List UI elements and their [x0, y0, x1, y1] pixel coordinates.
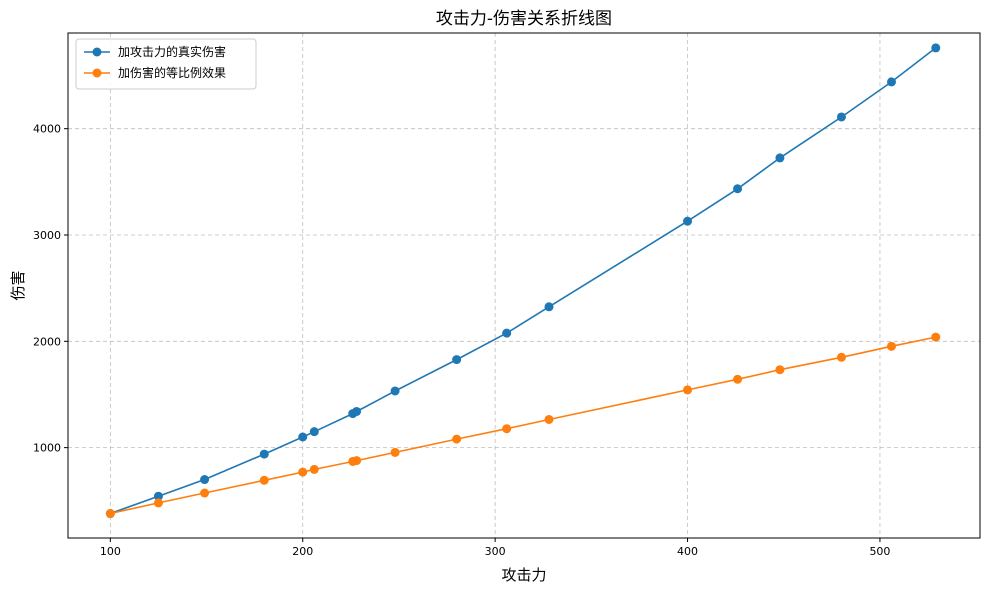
series-1-point	[259, 449, 269, 459]
series-1-point	[886, 77, 896, 87]
y-axis: 1000 2000 3000 4000	[33, 123, 68, 455]
x-tick-label: 400	[677, 545, 698, 558]
series-1-point	[775, 153, 785, 163]
legend-box	[75, 38, 257, 90]
series-1-point	[153, 491, 163, 501]
series-line-2	[110, 336, 936, 515]
x-tick-label: 200	[292, 545, 313, 558]
x-tick-label: 300	[485, 545, 506, 558]
series-2-point	[153, 498, 163, 508]
series-1-point	[836, 112, 846, 122]
grid	[68, 33, 980, 538]
series-2-point	[259, 475, 269, 485]
y-axis-title: 伤害	[9, 270, 27, 300]
plot-frame	[67, 32, 981, 539]
legend-label-1: 加攻击力的真实伤害	[118, 44, 226, 59]
series-2-point	[836, 352, 846, 362]
chart-title: 攻击力-伤害关系折线图	[436, 9, 612, 29]
series-2-point	[298, 467, 308, 477]
series-1-point	[502, 328, 512, 338]
series-2-point	[886, 341, 896, 351]
series-1-point	[683, 216, 693, 226]
series-1-point	[200, 475, 210, 485]
series-2-point	[105, 509, 115, 519]
series-2-point	[544, 414, 554, 424]
legend-marker-1	[92, 47, 102, 57]
series-2-point	[775, 365, 785, 375]
legend-marker-2	[92, 68, 102, 78]
series-2-point	[502, 424, 512, 434]
series-1-point	[931, 43, 941, 53]
y-tick-label: 3000	[33, 229, 61, 242]
series-2-point	[200, 488, 210, 498]
x-tick-label: 100	[100, 545, 121, 558]
series-line-1	[110, 47, 937, 515]
series-1-point	[309, 427, 319, 437]
series-2-point	[390, 447, 400, 457]
y-tick-label: 2000	[33, 335, 61, 348]
y-tick-label: 1000	[33, 442, 61, 455]
x-axis-title: 攻击力	[501, 566, 546, 584]
series-1-point	[544, 302, 554, 312]
series-2-point	[309, 464, 319, 474]
series-2-point	[683, 385, 693, 395]
legend-label-2: 加伤害的等比例效果	[118, 65, 226, 80]
series-layer	[105, 43, 941, 519]
x-axis: 100 200 300 400 500	[100, 538, 890, 558]
series-1-point	[352, 406, 362, 416]
series-1-point	[298, 432, 308, 442]
x-tick-label: 500	[869, 545, 890, 558]
series-1-point	[452, 355, 462, 365]
series-2-point	[352, 456, 362, 466]
series-1-point	[390, 386, 400, 396]
series-2-point	[452, 434, 462, 444]
y-tick-label: 4000	[33, 123, 61, 136]
series-2-point	[931, 332, 941, 342]
series-2-point	[733, 374, 743, 384]
series-1-point	[733, 184, 743, 194]
